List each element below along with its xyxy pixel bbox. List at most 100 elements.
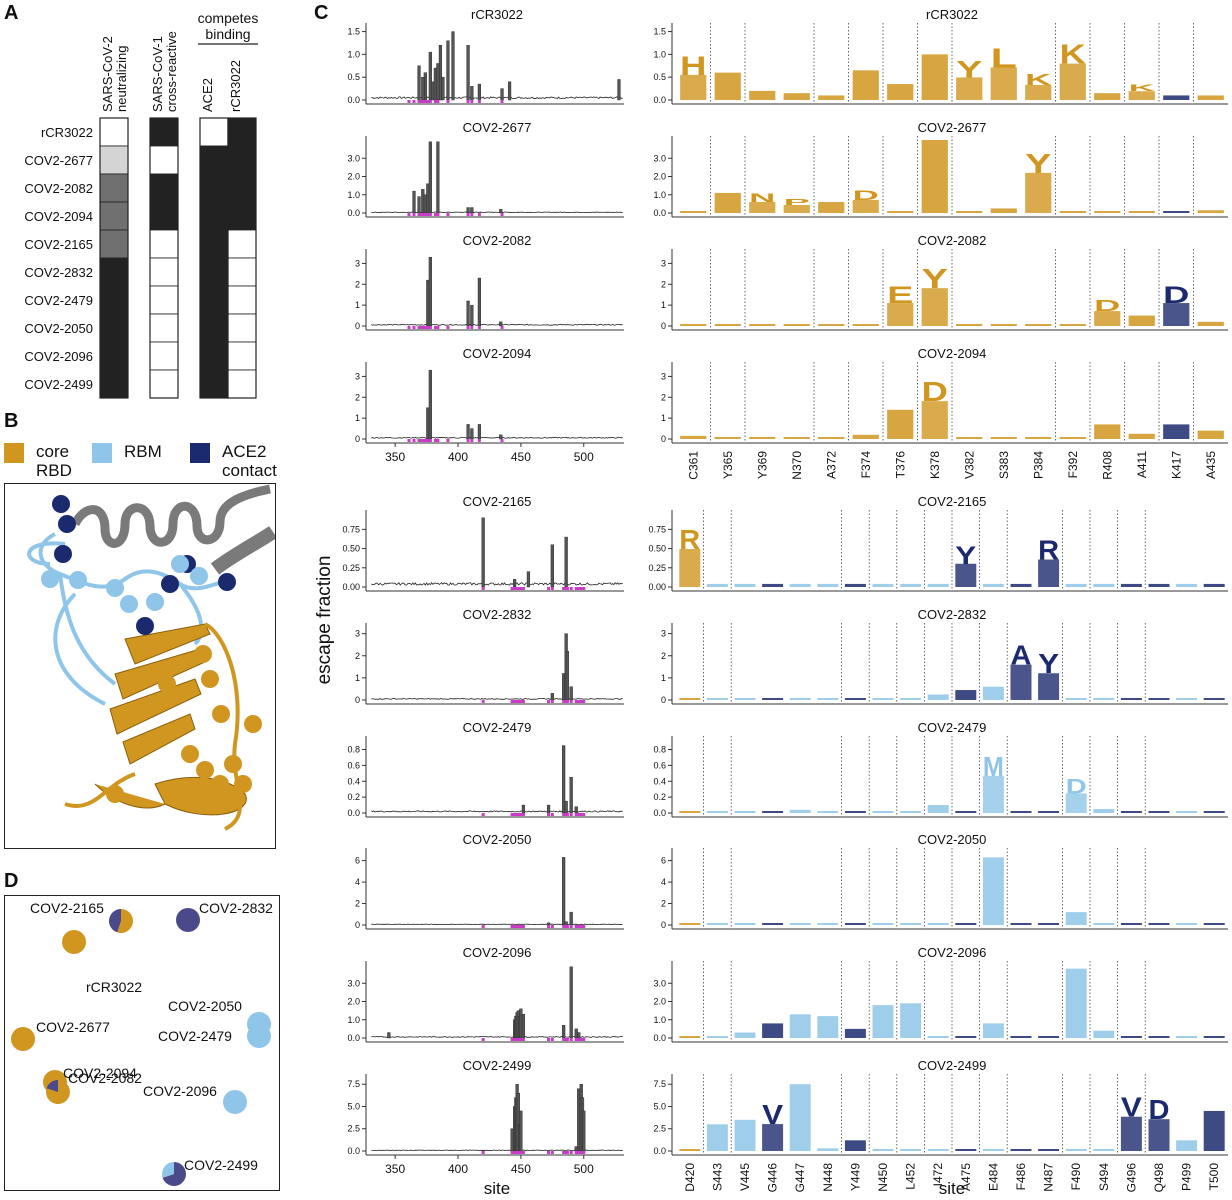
site-marker <box>412 100 416 103</box>
y-tick-label: 1 <box>661 300 666 310</box>
row-label: COV2-2096 <box>24 349 93 364</box>
site-label: G446 <box>766 1163 780 1193</box>
logo-stack <box>956 437 983 439</box>
logo-stack <box>1197 95 1224 100</box>
y-tick-label: 0.0 <box>653 95 666 105</box>
logo-stack <box>679 1149 701 1151</box>
escape-line <box>371 323 623 326</box>
x-tick-label: 400 <box>448 1162 468 1176</box>
site-marker <box>582 925 586 928</box>
point-label: COV2-2096 <box>143 1083 217 1099</box>
logo-stack <box>1128 211 1155 213</box>
y-tick-label: 2.0 <box>347 172 360 182</box>
pie-slice <box>45 1080 70 1105</box>
heatmap-cell <box>99 173 129 203</box>
site-label-group: N448 <box>821 1163 835 1192</box>
escape-peak <box>412 190 416 214</box>
site-marker <box>421 213 425 216</box>
logo-stack <box>1093 698 1115 700</box>
site-marker <box>569 587 573 590</box>
site-label: T500 <box>1207 1163 1221 1191</box>
row-label: COV2-2479 <box>24 293 93 308</box>
site-marker <box>407 439 411 442</box>
site-label: F392 <box>1066 451 1080 479</box>
escape-peak <box>441 76 445 101</box>
site-marker <box>519 587 523 590</box>
escape-peak <box>477 277 481 327</box>
column-header: SARS-CoV-1 cross-reactive <box>150 31 179 112</box>
logo-stack <box>955 811 977 813</box>
site-label: V445 <box>738 1163 752 1191</box>
logo-stack <box>680 211 707 213</box>
logo-letter: K <box>1025 72 1052 89</box>
escape-peak <box>499 434 503 440</box>
y-tick-label: 3 <box>355 371 360 381</box>
site-label-group: Y365 <box>721 451 735 479</box>
logoplot-title: COV2-2499 <box>918 1058 987 1073</box>
logo-stack <box>921 401 948 439</box>
y-tick-label: 1.5 <box>653 27 666 37</box>
site-label-group: F374 <box>859 451 873 479</box>
site-label: P499 <box>1180 1163 1194 1191</box>
logo-stack <box>844 583 866 587</box>
heatmap-cell <box>199 229 229 259</box>
logo-stack <box>1065 698 1087 700</box>
escape-peak <box>466 424 470 440</box>
logo-stack <box>734 583 756 587</box>
site-label: E484 <box>986 1163 1000 1191</box>
logo-stack <box>982 1149 1004 1151</box>
site-marker <box>407 326 411 329</box>
logo-stack <box>1010 811 1032 813</box>
pie-slice <box>162 1162 186 1186</box>
row-label: COV2-2499 <box>24 377 93 392</box>
site-label: S443 <box>710 1163 724 1191</box>
logo-stack <box>1120 811 1142 813</box>
y-tick-label: 0.5 <box>653 72 666 82</box>
logo-stack <box>679 548 701 587</box>
escape-peak <box>417 65 421 101</box>
protein-cartoon <box>27 484 277 831</box>
site-marker <box>426 326 430 329</box>
lineplot-title: rCR3022 <box>471 7 523 22</box>
legend-swatch <box>92 443 112 463</box>
escape-peak <box>477 424 481 440</box>
site-marker <box>446 100 450 103</box>
legend-label: core <box>36 442 69 461</box>
site-marker <box>577 587 581 590</box>
site-marker <box>569 925 573 928</box>
logo-stack <box>1203 698 1225 700</box>
site-marker <box>550 925 554 928</box>
escape-line <box>371 96 623 100</box>
logo-stack <box>734 1032 756 1038</box>
pie-slice <box>108 909 121 933</box>
y-tick-label: 1 <box>661 413 666 423</box>
logo-stack <box>927 1036 949 1038</box>
logo-stack <box>1010 923 1032 925</box>
point-label: COV2-2479 <box>158 1028 232 1044</box>
column-header-line1: rCR3022 <box>228 60 243 112</box>
site-marker <box>466 213 470 216</box>
logo-stack <box>900 1149 922 1151</box>
site-marker <box>569 1038 573 1041</box>
heatmap-cell <box>149 257 179 287</box>
heatmap-column-frame <box>99 117 129 399</box>
logo-stack <box>762 1124 784 1151</box>
logo-letter: D <box>1149 1094 1170 1125</box>
x-tick-label: 500 <box>574 1162 594 1176</box>
heatmap-cell <box>149 173 179 203</box>
site-marker <box>418 100 422 103</box>
logo-stack <box>762 923 784 925</box>
site-label-group: V382 <box>962 451 976 479</box>
heatmap-column-frame <box>149 117 179 399</box>
lineplot-title: COV2-2479 <box>463 720 532 735</box>
site-label-group: T376 <box>893 451 907 479</box>
y-tick-label: 0 <box>661 695 666 705</box>
y-tick-label: 0.0 <box>347 1033 360 1043</box>
site-marker <box>569 1151 573 1154</box>
logo-stack <box>817 923 839 925</box>
logo-stack <box>956 77 983 100</box>
logo-stack <box>679 1036 701 1038</box>
y-tick-label: 1.0 <box>347 1015 360 1025</box>
logo-stack <box>1094 311 1121 326</box>
logo-stack <box>900 1003 922 1038</box>
